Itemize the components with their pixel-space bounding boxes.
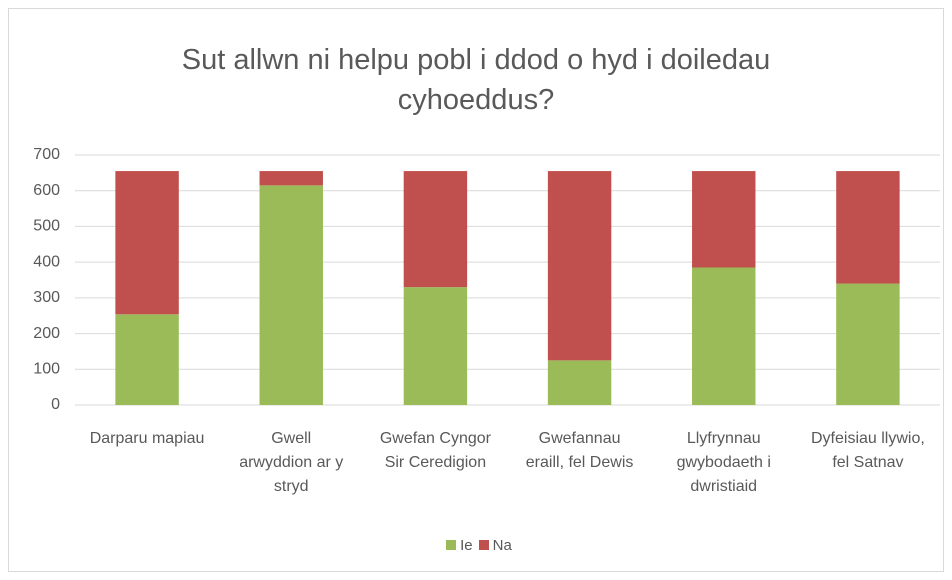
y-tick-label: 400: [33, 253, 60, 270]
x-tick-label: Darparu mapiau: [89, 430, 205, 447]
bar-segment: [547, 360, 612, 405]
x-tick-label: Llyfrynnau gwybodaeth i dwristiaid: [676, 430, 771, 495]
bar-segment: [692, 171, 756, 268]
x-tick-label: Gwefan Cyngor Sir Ceredigion: [379, 430, 491, 471]
legend: Ie Na: [0, 537, 952, 554]
legend-swatch: [446, 540, 457, 550]
y-tick-label: 600: [33, 182, 60, 199]
y-tick-label: 0: [51, 396, 60, 413]
legend-label: Na: [492, 537, 512, 554]
bar-segment: [259, 185, 323, 405]
bar-segment: [692, 267, 756, 405]
bar-segment: [836, 283, 900, 405]
bar-segment: [115, 314, 179, 405]
bar-segment: [259, 171, 323, 186]
bar-segment: [403, 171, 468, 288]
legend-label: Ie: [460, 537, 473, 554]
y-tick-label: 100: [33, 361, 60, 378]
legend-swatch: [478, 540, 489, 550]
x-tick-label: Dyfeisiau llywio, fel Satnav: [811, 430, 925, 471]
bar-segment: [403, 287, 468, 405]
chart-title: Sut allwn ni helpu pobl i ddod o hyd i d…: [181, 44, 771, 116]
bar-segment: [547, 171, 612, 361]
y-tick-label: 500: [33, 218, 60, 235]
x-tick-label: Gwell arwyddion ar y stryd: [239, 430, 344, 495]
bar-segment: [115, 171, 179, 315]
bar-segment: [836, 171, 900, 284]
x-tick-label: Gwefannau eraill, fel Dewis: [525, 430, 634, 471]
y-tick-label: 300: [33, 289, 60, 306]
y-tick-label: 700: [33, 146, 60, 163]
y-tick-label: 200: [33, 325, 60, 342]
